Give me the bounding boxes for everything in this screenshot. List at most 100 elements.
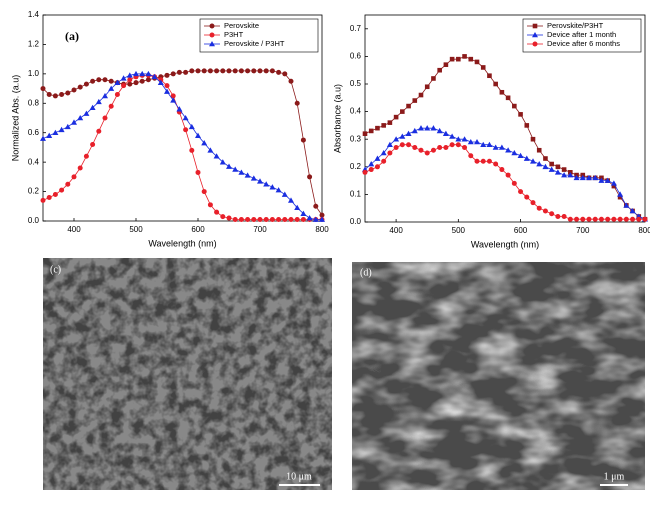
marker	[425, 151, 430, 156]
y-tick-label: 0.6	[350, 52, 362, 61]
marker	[388, 120, 393, 125]
marker	[295, 101, 300, 106]
marker	[59, 127, 65, 132]
marker	[394, 145, 399, 150]
marker	[84, 154, 89, 159]
marker	[369, 129, 374, 134]
marker	[580, 217, 585, 222]
marker	[562, 214, 567, 219]
panel-label: (c)	[50, 264, 61, 275]
marker	[59, 188, 64, 193]
y-tick-label: 0.6	[28, 128, 40, 137]
marker	[121, 83, 126, 88]
marker	[165, 83, 170, 88]
marker	[543, 156, 548, 161]
marker	[406, 131, 412, 136]
marker	[643, 217, 648, 222]
marker	[394, 115, 399, 120]
x-tick-label: 500	[452, 226, 466, 235]
marker	[456, 142, 461, 147]
marker	[500, 90, 505, 95]
y-tick-label: 0.2	[350, 162, 362, 171]
marker	[549, 167, 555, 172]
marker	[41, 198, 46, 203]
marker	[419, 93, 424, 98]
marker	[506, 173, 511, 178]
sem-panel-c: (c) 10 μm	[43, 258, 332, 490]
marker	[369, 167, 374, 172]
marker	[599, 217, 604, 222]
marker	[505, 147, 511, 152]
marker	[251, 68, 256, 73]
marker	[282, 192, 288, 197]
sem-panel-d: (d) 1 μm	[352, 262, 645, 490]
legend-label: Device after 6 months	[547, 39, 620, 48]
marker	[289, 217, 294, 222]
y-axis-label: Normalized Abs. (a.u)	[10, 75, 20, 162]
marker	[406, 142, 411, 147]
marker	[618, 217, 623, 222]
marker	[41, 86, 46, 91]
annotation: (a)	[65, 29, 79, 43]
marker	[289, 79, 294, 84]
marker	[437, 68, 442, 73]
x-tick-label: 400	[389, 226, 403, 235]
marker	[593, 217, 598, 222]
x-tick-label: 600	[191, 225, 205, 234]
marker	[400, 109, 405, 114]
marker	[251, 217, 256, 222]
marker	[536, 161, 542, 166]
marker	[605, 217, 610, 222]
marker	[47, 195, 52, 200]
marker	[177, 70, 182, 75]
marker	[443, 145, 448, 150]
y-tick-label: 0.7	[350, 24, 362, 33]
marker	[443, 131, 449, 136]
y-tick-label: 0.1	[350, 190, 362, 199]
marker	[233, 68, 238, 73]
legend-label: Perovskite / P3HT	[224, 39, 285, 48]
marker	[307, 215, 313, 220]
marker	[450, 142, 455, 147]
x-axis-label: Wavelength (nm)	[148, 238, 216, 248]
marker	[531, 137, 536, 142]
marker	[90, 142, 95, 147]
marker	[555, 214, 560, 219]
marker	[481, 65, 486, 70]
legend-label: Perovskite/P3HT	[547, 21, 604, 30]
marker	[53, 93, 58, 98]
marker	[375, 164, 380, 169]
marker	[611, 180, 617, 185]
marker	[307, 174, 312, 179]
y-tick-label: 1.0	[28, 69, 40, 78]
marker	[556, 165, 561, 170]
marker	[512, 181, 517, 186]
marker	[468, 153, 473, 158]
marker	[270, 217, 275, 222]
marker	[245, 172, 251, 177]
marker	[381, 159, 386, 164]
y-tick-label: 0.4	[28, 157, 40, 166]
marker	[115, 92, 120, 97]
x-tick-label: 500	[129, 225, 143, 234]
marker	[412, 128, 418, 133]
marker	[220, 68, 225, 73]
series-line	[43, 74, 322, 220]
marker	[78, 166, 83, 171]
marker	[487, 159, 492, 164]
marker	[103, 116, 108, 121]
marker	[238, 169, 244, 174]
marker	[301, 217, 306, 222]
x-tick-label: 700	[576, 226, 590, 235]
marker	[270, 68, 275, 73]
marker	[109, 79, 114, 84]
marker	[170, 97, 176, 102]
marker	[400, 142, 405, 147]
marker	[47, 92, 52, 97]
marker	[214, 210, 219, 215]
marker	[65, 124, 71, 129]
marker	[530, 158, 536, 163]
marker	[103, 77, 108, 82]
marker	[65, 90, 70, 95]
marker	[587, 217, 592, 222]
